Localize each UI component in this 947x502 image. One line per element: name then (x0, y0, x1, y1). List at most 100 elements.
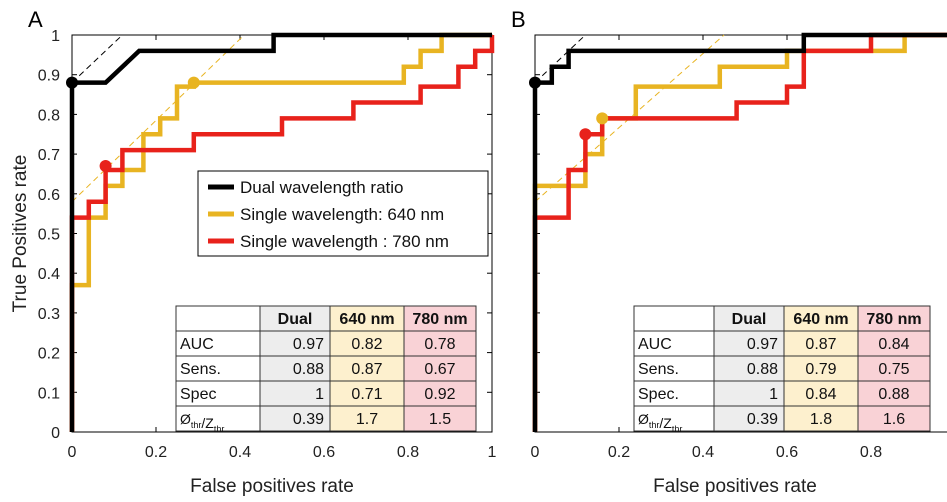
y-axis-label: True Positives rate (10, 155, 31, 313)
table-cell (259, 380, 331, 407)
table-column-header: 780 nm (866, 311, 921, 328)
table-column-header: 640 nm (339, 311, 394, 328)
table-value: 0.88 (878, 386, 909, 403)
table-header-cell (403, 305, 477, 332)
panel-b: B 0 0.2 0.4 0.6 0.8 1 False positives rate Dual 6… (511, 7, 947, 497)
table-header-cell (329, 305, 405, 332)
legend-entry: Single wavelength: 640 nm (240, 205, 444, 224)
table-value: 1.5 (429, 411, 451, 428)
operating-point (596, 112, 609, 125)
table-cell (329, 330, 405, 357)
table-cell (857, 405, 931, 432)
y-tick-label: 0.2 (38, 346, 60, 363)
table-cell (175, 355, 261, 382)
x-tick-label: 0.6 (313, 444, 335, 461)
table-row-label: AUC (638, 336, 672, 353)
x-tick-label: 1 (488, 444, 497, 461)
table-value: 0.84 (878, 336, 909, 353)
legend-entry: Dual wavelength ratio (240, 178, 403, 197)
x-axis-label: False positives rate (190, 476, 354, 497)
table-value: 1.7 (356, 411, 378, 428)
table-row-label: Sens. (180, 361, 221, 378)
table-value: 1 (769, 386, 778, 403)
legend-box (197, 170, 489, 257)
table-row-label: Øthr/Zthr (638, 411, 682, 434)
table-cell (175, 330, 261, 357)
y-tick-label: 0.7 (38, 147, 60, 164)
table-value: 0.97 (293, 336, 324, 353)
x-tick-label: 0.4 (229, 444, 251, 461)
table-cell (329, 380, 405, 407)
table-value: 0.82 (351, 336, 382, 353)
x-tick-label: 0 (531, 444, 540, 461)
table-value: 1.6 (883, 411, 905, 428)
table-value: 0.39 (747, 411, 778, 428)
table-value: 0.88 (747, 361, 778, 378)
x-tick-label: 0.8 (860, 444, 882, 461)
table-value: 0.75 (878, 361, 909, 378)
table-row-label: Øthr/Zthr (180, 411, 224, 434)
table-value: 0.88 (293, 361, 324, 378)
y-tick-label: 0.3 (38, 306, 60, 323)
table-header-cell (175, 305, 261, 332)
table-cell (857, 380, 931, 407)
reference-line (534, 34, 586, 84)
table-value: 0.87 (351, 361, 382, 378)
x-tick-label: 0.4 (692, 444, 714, 461)
y-tick-label: 0.1 (38, 385, 60, 402)
y-tick-label: 0.6 (38, 187, 60, 204)
table-value: 1 (315, 386, 324, 403)
y-tick-label: 0 (51, 425, 60, 442)
table-value: 0.67 (424, 361, 455, 378)
panel-a: A 0 0.2 0.4 0.6 0.8 1 False positives rate 0 0.1 0… (10, 7, 497, 497)
y-tick-label: 0.5 (38, 227, 60, 244)
table-header-cell (633, 305, 715, 332)
table-value: 0.84 (805, 386, 836, 403)
table-cell (783, 405, 859, 432)
table-cell (175, 405, 261, 432)
table-value: 0.87 (805, 336, 836, 353)
table-cell (403, 330, 477, 357)
table-column-header: Dual (278, 311, 313, 328)
x-tick-label: 0.6 (776, 444, 798, 461)
table-cell (633, 380, 715, 407)
x-tick-label: 0 (68, 444, 77, 461)
table-row-label: Sens. (638, 361, 679, 378)
table-column-header: 780 nm (412, 311, 467, 328)
table-value: 0.39 (293, 411, 324, 428)
table-value: 0.79 (805, 361, 836, 378)
table-row-label: AUC (180, 336, 214, 353)
table-cell (259, 330, 331, 357)
operating-point (579, 128, 592, 141)
table-cell (633, 405, 715, 432)
x-tick-label: 0.8 (397, 444, 419, 461)
table-column-header: Dual (732, 311, 767, 328)
y-tick-label: 0.9 (38, 68, 60, 85)
y-tick-label: 0.4 (38, 266, 60, 283)
table-cell (403, 405, 477, 432)
reference-line (71, 34, 123, 84)
panel-label: B (511, 7, 526, 32)
operating-point (66, 76, 78, 89)
table-cell (259, 355, 331, 382)
panel-label: A (28, 7, 43, 32)
table-value: 0.97 (747, 336, 778, 353)
table-cell (329, 405, 405, 432)
table-header-cell (783, 305, 859, 332)
table-cell (175, 380, 261, 407)
x-tick-label: 0.2 (608, 444, 630, 461)
operating-point (187, 76, 200, 89)
table-cell (259, 405, 331, 432)
table-header-cell (857, 305, 931, 332)
operating-point (99, 160, 112, 173)
table-row-label: Spec (180, 386, 216, 403)
legend-entry: Single wavelength : 780 nm (240, 232, 449, 251)
x-tick-label: 0.2 (145, 444, 167, 461)
table-cell (857, 330, 931, 357)
series-line (69, 35, 495, 432)
y-tick-label: 0.8 (38, 107, 60, 124)
table-value: 0.78 (424, 336, 455, 353)
table-value: 0.92 (424, 386, 455, 403)
series-line (69, 32, 492, 432)
